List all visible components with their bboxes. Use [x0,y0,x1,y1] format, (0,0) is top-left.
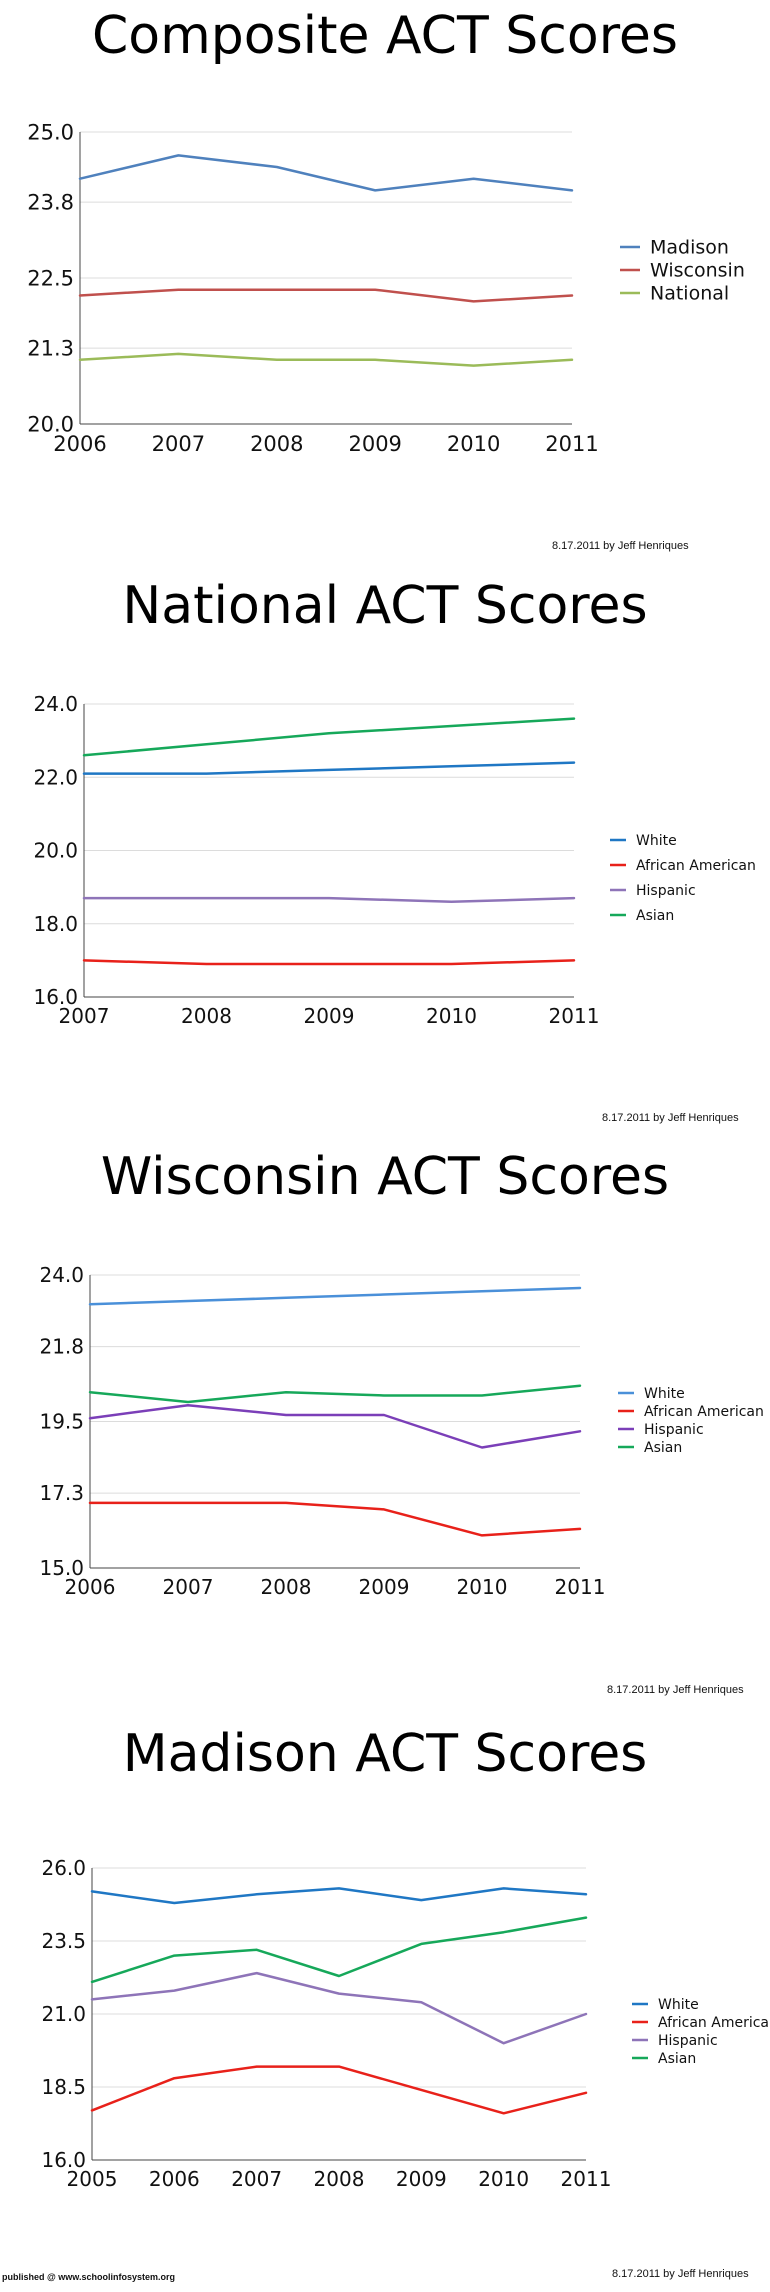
series-line-wisconsin [78,288,574,303]
x-tick-label: 2010 [426,1004,477,1028]
x-tick-label: 2007 [231,2167,282,2191]
legend-label: Asian [658,2051,696,2067]
y-tick-label: 18.5 [41,2075,86,2099]
x-tick-label: 2005 [67,2167,118,2191]
published-footer: published @ www.schoolinfosystem.org [2,2272,175,2282]
legend-label: Asian [644,1440,682,1456]
y-tick-label: 18.0 [33,912,78,936]
legend-label: White [644,1386,685,1402]
x-tick-label: 2011 [549,1004,600,1028]
series-line-african-american [88,1501,582,1537]
chart-4-plot: 16.0 18.5 21.0 23.5 26.0 2005 2006 2007 2008 2009… [41,1856,770,2191]
legend-label: African American [644,1404,764,1420]
x-tick-label: 2006 [65,1575,116,1599]
legend-label: Hispanic [644,1422,704,1438]
y-tick-label: 21.3 [27,336,74,360]
y-tick-label: 25.0 [27,120,74,144]
legend-label: Madison [650,237,729,259]
x-tick-label: 2010 [478,2167,529,2191]
chart-4-title: Madison ACT Scores [122,1724,648,1784]
y-tick-label: 21.0 [41,2002,86,2026]
legend-label: Asian [636,908,674,924]
chart-3-legend: White African American Hispanic Asian [618,1386,764,1456]
x-tick-label: 2011 [545,432,598,456]
chart-2-credit: 8.17.2011 by Jeff Henriques [602,1112,739,1124]
y-tick-label: 19.5 [39,1410,84,1434]
series-line-white [90,1887,588,1905]
legend-label: Hispanic [636,883,696,899]
series-line-asian [90,1916,588,1984]
x-tick-label: 2008 [250,432,303,456]
x-tick-label: 2008 [181,1004,232,1028]
x-tick-label: 2008 [314,2167,365,2191]
x-tick-label: 2007 [59,1004,110,1028]
chart-2-plot: 16.0 18.0 20.0 22.0 24.0 2007 2008 2009 2010 2011… [33,692,755,1028]
series-line-white [88,1286,582,1306]
series-line-national [78,352,574,367]
y-tick-label: 22.5 [27,266,74,290]
series-line-asian [82,717,576,757]
y-tick-label: 21.8 [39,1335,84,1359]
x-tick-label: 2010 [447,432,500,456]
x-tick-label: 2006 [53,432,106,456]
chart-1-title: Composite ACT Scores [91,6,679,66]
chart-4-legend: White African American Hispanic Asian [632,1997,770,2067]
series-line-african-american [90,2065,588,2115]
legend-label: National [650,283,729,305]
x-tick-label: 2008 [261,1575,312,1599]
y-tick-label: 26.0 [41,1856,86,1880]
y-tick-label: 22.0 [33,765,78,789]
legend-label: White [636,833,677,849]
series-line-madison [78,154,574,192]
chart-4-credit: 8.17.2011 by Jeff Henriques [612,2268,749,2280]
x-tick-label: 2009 [396,2167,447,2191]
x-tick-label: 2010 [457,1575,508,1599]
x-tick-label: 2011 [561,2167,612,2191]
y-tick-label: 15.0 [39,1556,84,1580]
chart-3-credit: 8.17.2011 by Jeff Henriques [607,1684,744,1696]
chart-2-title: National ACT Scores [122,576,648,636]
chart-3-plot: 15.0 17.3 19.5 21.8 24.0 2006 2007 2008 2009 2010… [39,1263,763,1599]
legend-label: White [658,1997,699,2013]
y-tick-label: 16.0 [33,985,78,1009]
y-tick-label: 23.5 [41,1929,86,1953]
series-line-hispanic [82,896,576,904]
y-tick-label: 20.0 [27,412,74,436]
chart-1-credit: 8.17.2011 by Jeff Henriques [552,540,689,552]
legend-label: African American [658,2015,770,2031]
series-line-african-american [82,959,576,966]
x-tick-label: 2011 [555,1575,606,1599]
chart-2-legend: White African American Hispanic Asian [610,833,756,924]
y-tick-label: 23.8 [27,190,74,214]
series-line-white [82,761,576,775]
x-tick-label: 2007 [163,1575,214,1599]
x-tick-label: 2009 [359,1575,410,1599]
x-tick-label: 2007 [152,432,205,456]
y-tick-label: 16.0 [41,2148,86,2172]
y-tick-label: 24.0 [33,692,78,716]
legend-label: Hispanic [658,2033,718,2049]
series-line-hispanic [88,1403,582,1449]
x-tick-label: 2009 [304,1004,355,1028]
x-tick-label: 2006 [149,2167,200,2191]
y-tick-label: 20.0 [33,839,78,863]
legend-label: African American [636,858,756,874]
y-tick-label: 17.3 [39,1481,84,1505]
chart-3-title: Wisconsin ACT Scores [100,1147,670,1207]
x-tick-label: 2009 [348,432,401,456]
series-line-hispanic [90,1971,588,2045]
series-line-asian [88,1384,582,1404]
legend-label: Wisconsin [650,260,745,282]
chart-1-plot: 20.0 21.3 22.5 23.8 25.0 2006 2007 2008 2009 2010… [27,120,745,456]
y-tick-label: 24.0 [39,1263,84,1287]
